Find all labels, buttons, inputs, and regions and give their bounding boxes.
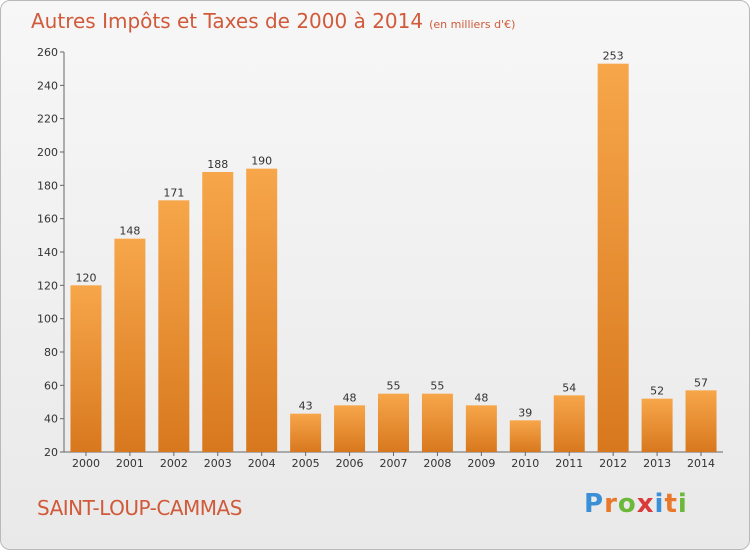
data-label-2008: 55 xyxy=(430,380,444,393)
data-label-2013: 52 xyxy=(650,385,664,398)
x-axis: 2000 2001 2002 2003 2004 2005 2006 2007 2008 2009… xyxy=(64,451,723,470)
chart-title: Autres Impôts et Taxes de 2000 à 2014 (en… xyxy=(31,9,515,33)
logo-letter: i xyxy=(677,489,688,519)
data-label-2011: 54 xyxy=(562,381,576,394)
y-tick-label: 80 xyxy=(44,346,58,359)
chart-subtitle: (en milliers d'€) xyxy=(429,18,516,31)
y-tick-label: 100 xyxy=(37,313,58,326)
x-tick-label: 2007 xyxy=(380,457,408,470)
x-tick-label: 2002 xyxy=(160,457,188,470)
bar-2002 xyxy=(158,200,190,452)
y-tick-label: 180 xyxy=(37,179,58,192)
logo-letter: o xyxy=(617,489,637,519)
x-tick-label: 2011 xyxy=(555,457,583,470)
logo-letter: i xyxy=(654,489,665,519)
y-tick-label: 140 xyxy=(37,246,58,259)
bar-2012 xyxy=(597,63,629,453)
x-tick-label: 2008 xyxy=(423,457,451,470)
bar-2000 xyxy=(70,285,102,452)
bar-2005 xyxy=(290,413,322,452)
y-tick-label: 160 xyxy=(37,213,58,226)
x-tick-label: 2003 xyxy=(204,457,232,470)
data-label-2005: 43 xyxy=(299,400,313,413)
bar-2001 xyxy=(114,238,146,452)
bar-2013 xyxy=(641,398,673,452)
bar-2011 xyxy=(553,395,585,452)
bar-2014 xyxy=(685,390,717,452)
x-tick-label: 2012 xyxy=(599,457,627,470)
data-label-2014: 57 xyxy=(694,376,708,389)
y-tick-label: 260 xyxy=(37,46,58,59)
y-tick-label: 40 xyxy=(44,413,58,426)
y-axis: 20 40 60 80 100 120 140 160 180 200 220 240 260 xyxy=(37,46,65,459)
data-label-2001: 148 xyxy=(119,225,140,238)
x-tick-label: 2005 xyxy=(292,457,320,470)
logo-letter: P xyxy=(584,489,605,519)
x-tick-label: 2013 xyxy=(643,457,671,470)
data-label-2009: 48 xyxy=(474,391,488,404)
data-label-2006: 48 xyxy=(343,391,357,404)
bar-2009 xyxy=(465,405,497,452)
y-tick-label: 120 xyxy=(37,279,58,292)
x-tick-label: 2000 xyxy=(72,457,100,470)
y-tick-label: 240 xyxy=(37,79,58,92)
bar-2007 xyxy=(378,393,409,452)
x-tick-label: 2001 xyxy=(116,457,144,470)
data-label-2002: 171 xyxy=(163,186,184,199)
x-tick-label: 2010 xyxy=(511,457,539,470)
bar-2010 xyxy=(509,420,541,452)
data-label-2003: 188 xyxy=(207,158,228,171)
y-tick-label: 220 xyxy=(37,113,58,126)
data-label-2000: 120 xyxy=(75,271,96,284)
bar-2003 xyxy=(202,172,234,452)
x-tick-label: 2014 xyxy=(687,457,715,470)
data-label-2004: 190 xyxy=(251,155,272,168)
data-label-2010: 39 xyxy=(518,406,532,419)
chart-title-text: Autres Impôts et Taxes de 2000 à 2014 xyxy=(31,9,424,33)
data-labels: 120 148 171 188 190 43 48 55 55 48 39 54 253 52 57 xyxy=(75,50,708,420)
bar-2008 xyxy=(421,393,453,452)
logo-letter: r xyxy=(604,489,618,519)
y-tick-label: 20 xyxy=(44,446,58,459)
x-tick-label: 2009 xyxy=(467,457,495,470)
x-tick-label: 2004 xyxy=(248,457,276,470)
data-label-2012: 253 xyxy=(603,50,624,63)
data-label-2007: 55 xyxy=(387,380,401,393)
y-tick-label: 60 xyxy=(44,379,58,392)
x-tick-label: 2006 xyxy=(336,457,364,470)
bar-2004 xyxy=(246,168,278,452)
logo-letter: x xyxy=(636,489,655,519)
proxiti-logo: Proxiti xyxy=(584,489,688,519)
y-tick-label: 200 xyxy=(37,146,58,159)
commune-name: SAINT-LOUP-CAMMAS xyxy=(37,496,242,520)
bar-2006 xyxy=(334,405,366,452)
logo-letter: t xyxy=(664,489,678,519)
bars xyxy=(70,63,717,453)
